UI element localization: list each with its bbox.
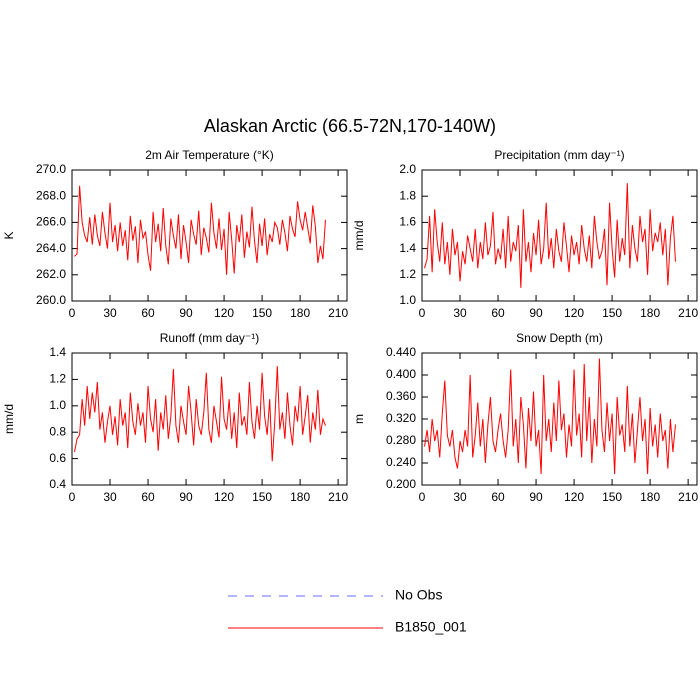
x-tick-label: 120 [214,306,234,320]
x-tick-label: 30 [453,306,467,320]
x-tick-label: 60 [141,306,155,320]
panel-title: Runoff (mm day⁻¹) [160,331,259,345]
y-tick-label: 1.0 [49,398,66,412]
y-tick-label: 0.440 [386,345,416,359]
x-tick-label: 90 [529,490,543,504]
legend-label: B1850_001 [395,619,467,635]
plot-frame [421,352,698,486]
x-tick-label: 60 [491,306,505,320]
x-tick-label: 120 [564,306,584,320]
y-tick-label: 1.2 [49,372,66,386]
plot-frame [71,352,348,486]
y-tick-label: 1.2 [399,267,416,281]
x-tick-label: 0 [69,306,76,320]
x-tick-label: 0 [419,490,426,504]
x-tick-label: 30 [103,490,117,504]
x-tick-label: 210 [678,490,698,504]
y-tick-label: 264.0 [36,241,66,255]
x-tick-label: 90 [529,306,543,320]
y-tick-label: 1.6 [399,215,416,229]
figure-title: Alaskan Arctic (66.5-72N,170-140W) [204,116,496,136]
y-tick-label: 0.360 [386,389,416,403]
x-tick-label: 210 [328,490,348,504]
y-tick-label: 0.6 [49,451,66,465]
x-tick-label: 150 [602,490,622,504]
y-tick-label: 266.0 [36,215,66,229]
y-tick-label: 262.0 [36,267,66,281]
y-tick-label: 0.280 [386,433,416,447]
y-tick-label: 0.320 [386,411,416,425]
y-tick-label: 1.4 [49,345,66,359]
x-tick-label: 0 [419,306,426,320]
x-tick-label: 150 [252,306,272,320]
data-line [424,183,676,288]
x-tick-label: 120 [214,490,234,504]
y-tick-label: 268.0 [36,188,66,202]
y-tick-label: 2.0 [399,162,416,176]
x-tick-label: 150 [602,306,622,320]
x-tick-label: 90 [179,306,193,320]
y-tick-label: 270.0 [36,162,66,176]
x-tick-label: 210 [328,306,348,320]
x-tick-label: 180 [640,490,660,504]
x-tick-label: 90 [179,490,193,504]
y-tick-label: 0.240 [386,455,416,469]
y-axis-label: mm/d [352,221,366,251]
y-tick-label: 1.8 [399,188,416,202]
y-tick-label: 0.200 [386,477,416,491]
y-tick-label: 1.4 [399,241,416,255]
x-tick-label: 180 [290,490,310,504]
x-tick-label: 0 [69,490,76,504]
x-tick-label: 210 [678,306,698,320]
y-tick-label: 0.4 [49,477,66,491]
y-tick-label: 0.8 [49,424,66,438]
plot-frame [71,169,348,302]
data-line [424,358,676,475]
x-tick-label: 180 [640,306,660,320]
panel-title: 2m Air Temperature (°K) [145,148,274,162]
panel-title: Precipitation (mm day⁻¹) [494,148,624,162]
data-line [74,366,326,462]
x-tick-label: 30 [453,490,467,504]
panel-title: Snow Depth (m) [516,331,603,345]
y-axis-label: mm/d [2,404,16,434]
x-tick-label: 150 [252,490,272,504]
x-tick-label: 120 [564,490,584,504]
x-tick-label: 60 [491,490,505,504]
data-line [74,185,326,275]
y-axis-label: m [352,414,366,424]
y-axis-label: K [2,231,16,239]
plot-frame [421,169,698,302]
legend-label: No Obs [395,587,442,603]
x-tick-label: 60 [141,490,155,504]
y-tick-label: 0.400 [386,367,416,381]
x-tick-label: 180 [290,306,310,320]
y-tick-label: 260.0 [36,293,66,307]
x-tick-label: 30 [103,306,117,320]
y-tick-label: 1.0 [399,293,416,307]
